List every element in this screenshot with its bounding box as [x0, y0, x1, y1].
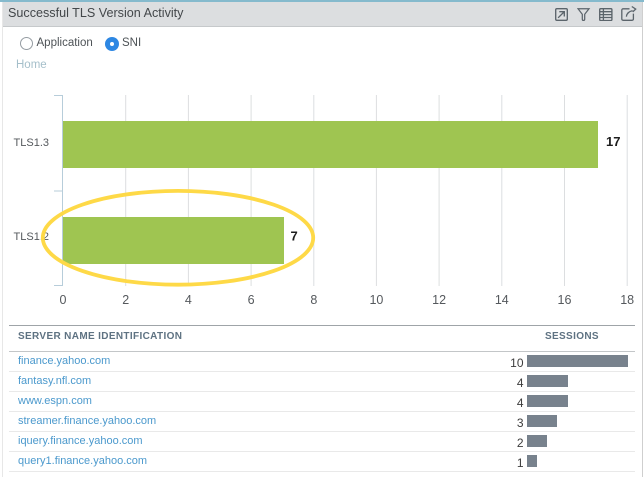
svg-text:14: 14: [495, 293, 509, 307]
svg-text:16: 16: [558, 293, 572, 307]
svg-text:6: 6: [248, 293, 255, 307]
svg-text:7: 7: [291, 229, 298, 244]
svg-text:2: 2: [122, 293, 129, 307]
svg-text:12: 12: [432, 293, 446, 307]
svg-text:TLS1.3: TLS1.3: [14, 137, 49, 149]
svg-text:8: 8: [310, 293, 317, 307]
svg-text:17: 17: [606, 134, 620, 149]
svg-text:4: 4: [185, 293, 192, 307]
svg-text:10: 10: [369, 293, 383, 307]
svg-text:0: 0: [60, 293, 67, 307]
svg-text:TLS1.2: TLS1.2: [14, 231, 49, 243]
svg-text:18: 18: [620, 293, 634, 307]
